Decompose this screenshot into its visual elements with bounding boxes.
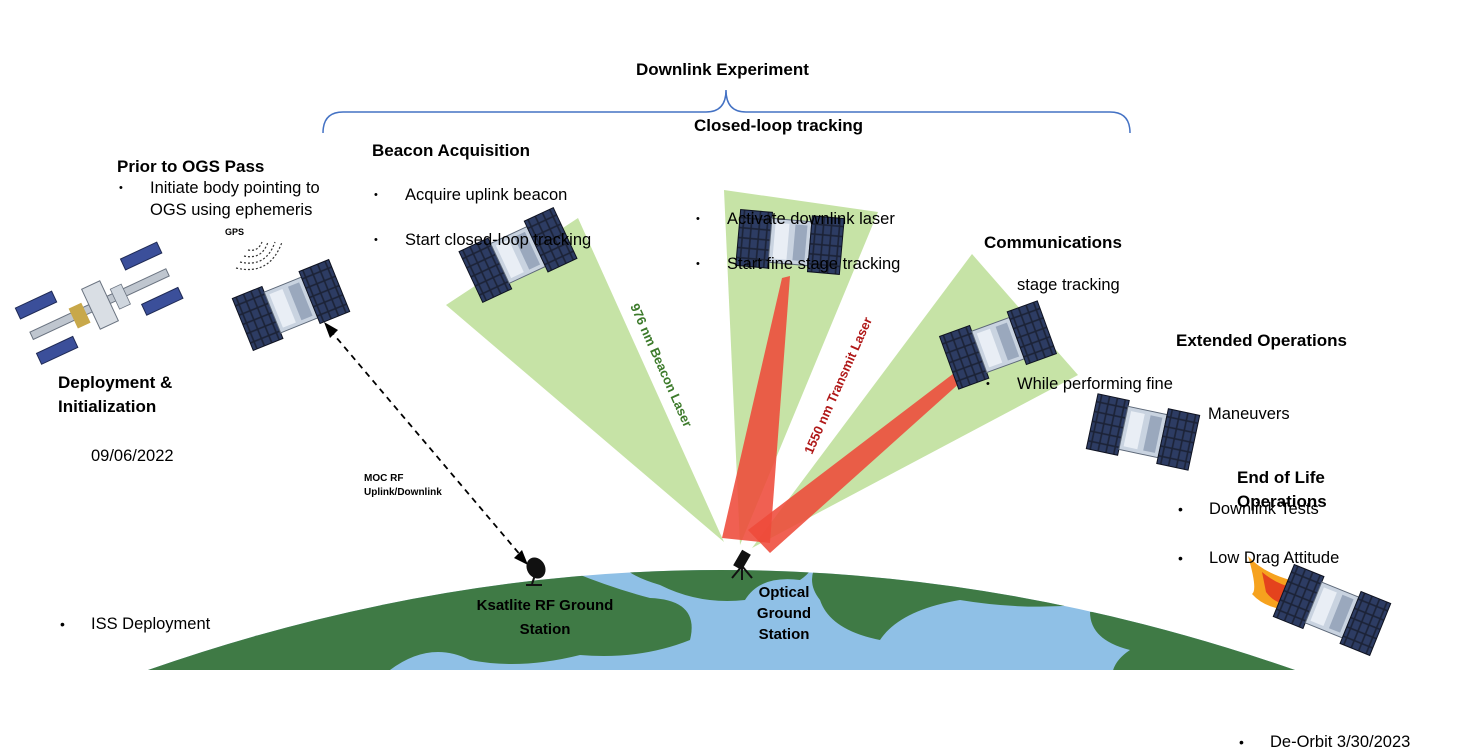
- transmit-beam-2: [748, 364, 972, 553]
- link-arrowhead-bottom: [514, 550, 528, 565]
- satellite-end-of-life: [1272, 564, 1392, 656]
- phase-prior-to-ogs: Prior to OGS Pass Initiate body pointing…: [0, 0, 1483, 219]
- phase-deployment: Deployment & Initialization ISS Deployme…: [0, 192, 1483, 636]
- experiment-brace: [322, 89, 1131, 134]
- gps-label: GPS: [225, 227, 245, 237]
- phase-closed-loop: Closed-loop tracking Activate downlink l…: [0, 72, 1483, 276]
- phase-title-line2: Operations: [1237, 492, 1327, 511]
- phase-extended-operations: Extended Operations Downlink Tests Low D…: [0, 144, 1483, 570]
- phase-title: Extended Operations: [1176, 331, 1347, 350]
- satellite-prior-to-ogs: [231, 259, 351, 351]
- phase-title: Prior to OGS Pass: [117, 157, 265, 176]
- phase-title: End of Life: [1237, 468, 1325, 487]
- beacon-beam: [446, 218, 724, 542]
- phase-bullet: Start fine stage tracking: [694, 252, 1483, 276]
- experiment-title: Downlink Experiment: [636, 60, 809, 79]
- phase-bullet: ISS Deployment: [58, 612, 1483, 636]
- rf-dish-antenna-icon: [526, 557, 546, 586]
- phase-bullet-continuation: Maneuvers: [1208, 405, 1290, 423]
- optical-ground-station-label: Optical Ground Station: [752, 582, 816, 645]
- phase-title-line2: Initialization: [58, 397, 157, 416]
- phase-bullet-continuation: 09/06/2022: [91, 447, 174, 465]
- satellite-extended-ops: [1085, 393, 1201, 471]
- moc-rf-link: [329, 329, 523, 558]
- phase-bullet: Start closed-loop tracking: [372, 228, 1483, 252]
- transmit-beam-1: [722, 276, 790, 543]
- phase-bullet: Activate downlink laser: [694, 207, 1483, 231]
- phase-title: Beacon Acquisition: [372, 141, 531, 160]
- gps-signal-icon: [235, 241, 283, 271]
- ogs-label-line1: Optical: [758, 584, 810, 601]
- link-arrowhead-top: [324, 322, 338, 338]
- moc-rf-label-line1: MOC RF: [364, 473, 404, 484]
- ksatlite-station-label: Ksatlite RF Ground Station: [470, 594, 620, 642]
- moc-rf-label: MOC RF Uplink/Downlink: [364, 472, 442, 500]
- phase-bullet: Initiate body pointing to: [117, 176, 1483, 200]
- phase-bullet: Low Drag Attitude: [1176, 546, 1483, 570]
- phase-bullet-continuation: OGS using ephemeris: [150, 201, 313, 219]
- ogs-label-line2: Ground: [756, 605, 812, 622]
- mission-diagram: 976 nm Beacon Laser 1550 nm Transmit Las…: [14, 89, 1392, 670]
- phase-bullet: Downlink Tests: [1176, 497, 1483, 521]
- ksatlite-label-line2: Station: [519, 621, 571, 638]
- phase-bullet: Acquire uplink beacon: [372, 183, 1483, 207]
- phase-bullet: While performing fine: [984, 372, 1483, 396]
- iss-station: [14, 241, 184, 365]
- moc-rf-label-line2: Uplink/Downlink: [364, 487, 442, 498]
- phase-title: Communications: [984, 233, 1122, 252]
- phase-communications: Communications While performing fine sta…: [0, 120, 1483, 396]
- ksatlite-label-line1: Ksatlite RF Ground: [476, 597, 614, 614]
- phase-title: Deployment &: [58, 373, 173, 392]
- phase-bullet-continuation: stage tracking: [1017, 276, 1120, 294]
- phase-title: Closed-loop tracking: [694, 116, 864, 135]
- optical-telescope-icon: [731, 549, 753, 580]
- phase-beacon-acquisition: Beacon Acquisition Acquire uplink beacon…: [0, 24, 1483, 252]
- ogs-label-line3: Station: [758, 626, 810, 643]
- phase-bullet: De-Orbit 3/30/2023: [1237, 730, 1483, 754]
- land-central: [618, 570, 812, 602]
